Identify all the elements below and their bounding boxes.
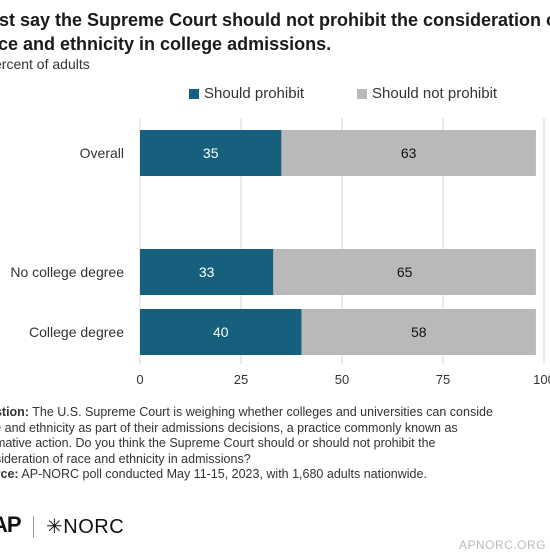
question-line-3: irmative action. Do you think the Suprem…: [0, 436, 436, 450]
legend-label-should-not-prohibit: Should not prohibit: [372, 85, 498, 102]
data-label: 65: [397, 264, 413, 280]
category-label: College degree: [29, 324, 124, 340]
x-tick-label: 100: [533, 372, 550, 387]
chart-title-line-1: ost say the Supreme Court should not pro…: [0, 10, 550, 30]
chart-subtitle: ercent of adults: [0, 56, 90, 72]
x-tick-label: 75: [436, 372, 450, 387]
chart-title: ost say the Supreme Court should not pro…: [0, 8, 550, 56]
bar-should-not-prohibit: [301, 309, 536, 355]
legend-item-should-prohibit: Should prohibit: [189, 85, 304, 102]
norc-logo-text: NORC: [63, 516, 125, 538]
category-label: No college degree: [10, 264, 124, 280]
legend-item-should-not-prohibit: Should not prohibit: [357, 85, 497, 102]
legend-label-should-prohibit: Should prohibit: [204, 85, 305, 102]
site-url: APNORC.ORG: [458, 538, 546, 552]
question-line-4: nsideration of race and ethnicity in adm…: [0, 451, 251, 466]
bar-should-not-prohibit: [273, 249, 536, 295]
bar-chart: 0 25 50 75 100 Overall 35 63 No college degree 33…: [10, 118, 550, 387]
question-label: estion:: [0, 405, 29, 419]
legend-swatch-should-not-prohibit: [357, 88, 367, 99]
source-note: urce: AP-NORC poll conducted May 11-15, …: [0, 467, 550, 483]
data-label: 35: [203, 145, 219, 161]
category-label: Overall: [80, 145, 124, 161]
bar-should-prohibit: [140, 309, 302, 355]
source-text: AP-NORC poll conducted May 11-15, 2023, …: [21, 467, 427, 481]
chart-title-line-2: ace and ethnicity in college admissions.: [0, 34, 332, 54]
bar-should-prohibit: [140, 249, 274, 295]
x-tick-label: 25: [234, 372, 248, 387]
x-tick-label: 50: [335, 372, 349, 387]
ap-logo: AP: [0, 512, 22, 537]
bar-should-prohibit: [140, 130, 282, 176]
question-line-1: The U.S. Supreme Court is weighing wheth…: [32, 405, 493, 419]
bar-should-not-prohibit: [281, 130, 536, 176]
chart-notes: estion: The U.S. Supreme Court is weighi…: [0, 405, 550, 483]
footer: AP ✳NORC APNORC.ORG: [0, 500, 550, 552]
data-label: 40: [213, 324, 229, 340]
source-label: urce:: [0, 467, 19, 481]
norc-logo: ✳NORC: [46, 516, 125, 538]
data-label: 33: [199, 264, 215, 280]
data-label: 63: [401, 145, 417, 161]
question-line-2: ce and ethnicity as part of their admiss…: [0, 420, 458, 435]
x-tick-label: 0: [136, 372, 143, 387]
logo-divider: [33, 516, 34, 538]
data-label: 58: [411, 324, 427, 340]
legend-swatch-should-prohibit: [189, 88, 199, 99]
question-note: estion: The U.S. Supreme Court is weighi…: [0, 405, 550, 421]
